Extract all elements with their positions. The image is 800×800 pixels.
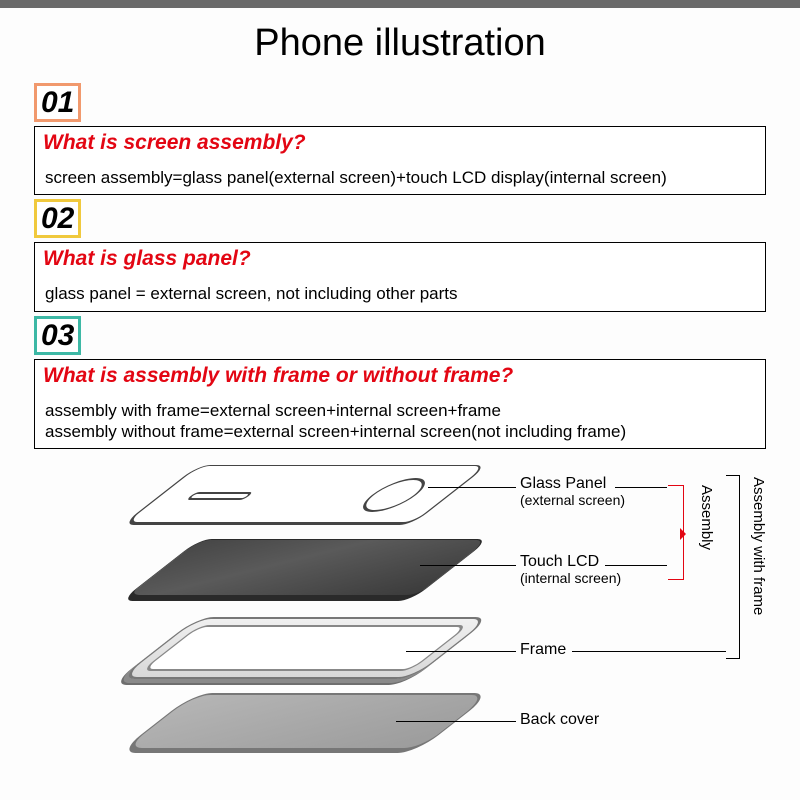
question-01: What is screen assembly? [35,127,765,161]
section-3: 03 What is assembly with frame or withou… [34,316,766,450]
label-back: Back cover [520,711,599,729]
question-03: What is assembly with frame or without f… [35,360,765,394]
label-lcd: Touch LCD (internal screen) [520,553,621,586]
box-03: What is assembly with frame or without f… [34,359,766,450]
label-frame: Frame [520,641,566,659]
answer-02: glass panel = external screen, not inclu… [35,277,765,310]
box-02: What is glass panel? glass panel = exter… [34,242,766,311]
layer-back-cover [118,693,493,753]
lead-frame [406,651,516,652]
section-2: 02 What is glass panel? glass panel = ex… [34,199,766,311]
answer-03-line1: assembly with frame=external screen+inte… [45,401,501,420]
label-with-frame: Assembly with frame [750,477,767,615]
question-02: What is glass panel? [35,243,765,277]
answer-01: screen assembly=glass panel(external scr… [35,161,765,194]
lead-to-bracket-top [615,487,667,488]
label-glass: Glass Panel (external screen) [520,475,625,508]
badge-02: 02 [34,199,81,238]
lead-to-outer [572,651,726,652]
answer-03-line2: assembly without frame=external screen+i… [45,421,757,442]
badge-01: 01 [34,83,81,122]
exploded-diagram: Glass Panel (external screen) Touch LCD … [0,455,800,755]
section-1: 01 What is screen assembly? screen assem… [34,83,766,195]
layer-frame [118,617,491,679]
top-bar [0,0,800,8]
lead-to-bracket-bot [605,565,667,566]
bracket-with-frame [726,475,740,659]
answer-03: assembly with frame=external screen+inte… [35,394,765,449]
lead-glass [428,487,516,488]
layer-touch-lcd [120,539,489,601]
bracket-assembly [668,485,684,580]
layer-glass-panel [122,465,489,525]
badge-03: 03 [34,316,81,355]
box-01: What is screen assembly? screen assembly… [34,126,766,195]
lead-back [396,721,516,722]
home-button-icon [350,478,438,512]
label-assembly: Assembly [698,485,715,550]
lead-lcd [420,565,516,566]
speaker-slot-icon [186,492,254,500]
page-title: Phone illustration [0,8,800,83]
